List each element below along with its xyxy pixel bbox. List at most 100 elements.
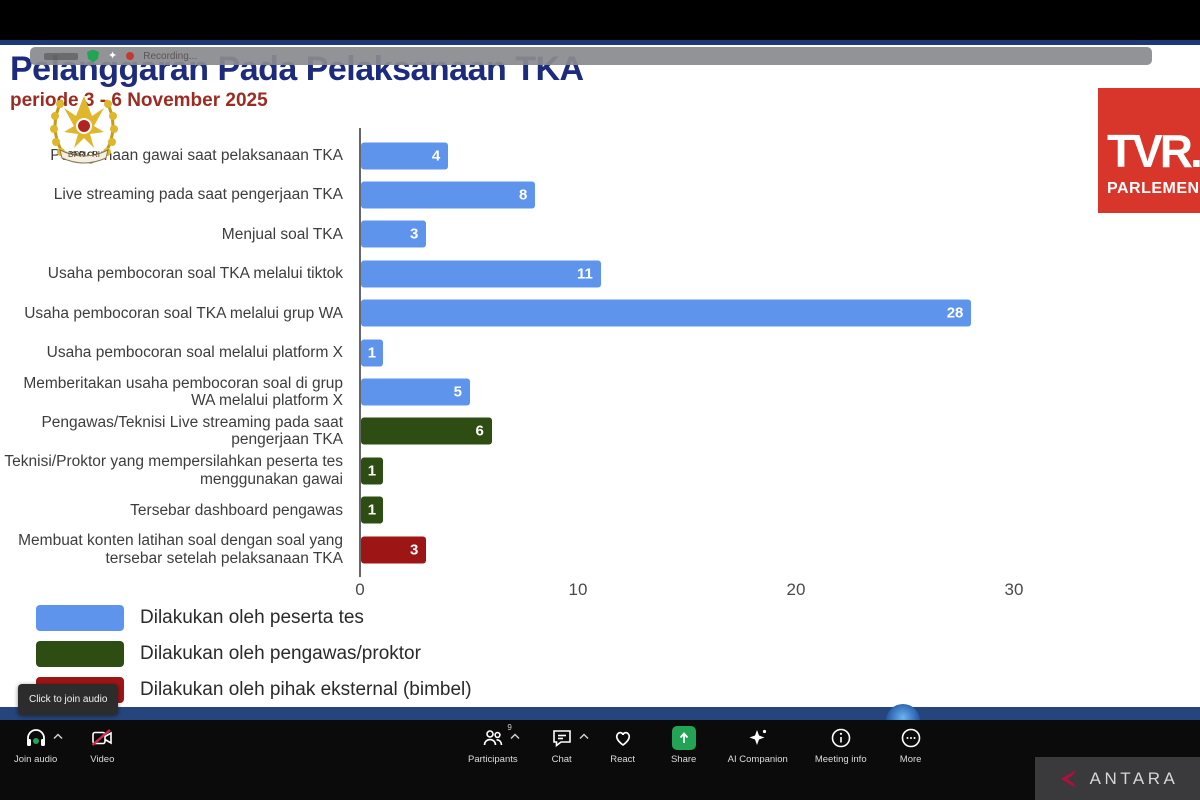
legend-item: Dilakukan oleh pengawas/proktor (36, 641, 472, 667)
participants-label: Participants (468, 754, 518, 765)
bar-area: 1 (352, 333, 1120, 372)
meeting-info-button[interactable]: Meeting info (815, 726, 867, 765)
bar: 3 (361, 220, 427, 248)
share-label: Share (670, 754, 697, 765)
chart-row: Membuat konten latihan soal dengan soal … (0, 530, 1120, 569)
tvr-logo-subtext: PARLEMEN (1107, 180, 1200, 197)
bar-area: 1 (352, 491, 1120, 530)
chart-row: Pengawas/Teknisi Live streaming pada saa… (0, 412, 1120, 451)
bar: 5 (361, 378, 470, 406)
antara-watermark: ANTARA (1035, 757, 1200, 800)
chart-row: Usaha pembocoran soal TKA melalui tiktok… (0, 254, 1120, 293)
bar-chart: Penggunaan gawai saat pelaksanaan TKA 4 Li… (0, 136, 1120, 569)
join-audio-label: Join audio (14, 754, 58, 765)
ai-companion-icon (746, 726, 770, 750)
chart-row: Usaha pembocoran soal melalui platform X… (0, 333, 1120, 372)
bar: 3 (361, 536, 427, 564)
legend-label: Dilakukan oleh pihak eksternal (bimbel) (140, 679, 472, 700)
bar-area: 28 (352, 294, 1120, 333)
antara-logo-icon (1060, 769, 1076, 788)
video-button[interactable]: Video (85, 726, 119, 765)
bar-value-label: 5 (453, 383, 462, 401)
category-label: Penggunaan gawai saat pelaksanaan TKA (50, 147, 343, 165)
zoom-toolbar: Join audio Video (0, 720, 1200, 800)
bar: 6 (361, 417, 492, 445)
participants-count-badge: 9 (507, 723, 512, 732)
antara-logo-text: ANTARA (1089, 768, 1179, 788)
recording-label: Recording... (143, 50, 198, 62)
x-tick-label: 20 (786, 580, 806, 599)
bar-value-label: 3 (410, 225, 419, 243)
category-label: Menjual soal TKA (221, 225, 343, 243)
category-label: Teknisi/Proktor yang mempersilahkan pese… (4, 453, 343, 488)
bar-area: 5 (352, 372, 1120, 411)
react-button[interactable]: React (606, 726, 640, 765)
chart-row: Menjual soal TKA 3 (0, 215, 1120, 254)
chat-button[interactable]: Chat (545, 726, 589, 765)
bar: 1 (361, 496, 383, 524)
bar-area: 11 (352, 254, 1120, 293)
bar-area: 1 (352, 451, 1120, 490)
chat-icon (550, 726, 589, 750)
chart-row: Live streaming pada saat pengerjaan TKA 8 (0, 175, 1120, 214)
bar-value-label: 3 (410, 541, 419, 559)
share-button[interactable]: Share (667, 726, 701, 765)
security-shield-icon[interactable] (87, 49, 99, 63)
page-subtitle: periode 3 - 6 November 2025 (10, 90, 268, 111)
chat-caret-icon[interactable] (579, 732, 589, 743)
heart-icon (611, 726, 635, 750)
bar: 1 (361, 339, 383, 367)
ai-companion-label: AI Companion (727, 754, 788, 765)
category-label: Usaha pembocoran soal TKA melalui grup W… (24, 304, 343, 322)
x-tick-label: 30 (1004, 580, 1024, 599)
share-screen-icon (671, 726, 696, 750)
more-button[interactable]: More (894, 726, 928, 765)
slide-top-border (0, 40, 1200, 45)
category-label: Usaha pembocoran soal TKA melalui tiktok (47, 265, 343, 283)
legend-label: Dilakukan oleh peserta tes (140, 607, 364, 628)
more-label: More (899, 754, 922, 765)
legend-swatch (36, 605, 124, 631)
join-audio-button[interactable]: Join audio (14, 726, 63, 765)
ai-companion-button[interactable]: AI Companion (728, 726, 788, 765)
category-label: Pengawas/Teknisi Live streaming pada saa… (41, 414, 343, 449)
info-icon (829, 726, 853, 750)
dpr-ri-logo: DPR - RI (40, 86, 128, 174)
toolbar-center-group: 9 Participants Chat (468, 723, 928, 765)
meeting-info-label: Meeting info (814, 754, 867, 765)
x-axis-ticks: 0 10 20 30 (0, 580, 1200, 602)
bar-area: 8 (352, 175, 1120, 214)
category-label: Memberitakan usaha pembocoran soal di gr… (23, 374, 343, 410)
category-label: Usaha pembocoran soal melalui platform X (46, 343, 343, 361)
participants-caret-icon[interactable] (510, 732, 520, 743)
x-tick-label: 0 (355, 580, 365, 599)
bar-value-label: 28 (946, 304, 964, 322)
meeting-control-bar[interactable]: ✦ Recording... (30, 47, 1152, 65)
more-icon (899, 726, 923, 750)
category-label: Membuat konten latihan soal dengan soal … (18, 532, 343, 567)
chart-axis-line (359, 128, 361, 577)
video-label: Video (90, 754, 115, 765)
legend-label: Dilakukan oleh pengawas/proktor (140, 643, 421, 664)
participants-button[interactable]: 9 Participants (468, 723, 520, 765)
shared-slide (0, 45, 1200, 707)
tvr-parlemen-logo: TVR. PARLEMEN (1098, 88, 1200, 213)
join-audio-tooltip: Click to join audio (18, 684, 119, 715)
tvr-logo-text: TVR. (1107, 125, 1200, 177)
category-label: Tersebar dashboard pengawas (130, 501, 343, 519)
bar: 11 (361, 260, 601, 288)
ai-sparkle-icon[interactable]: ✦ (108, 49, 118, 62)
bar-area: 4 (352, 136, 1120, 175)
join-audio-caret-icon[interactable] (53, 732, 63, 743)
chart-row: Usaha pembocoran soal TKA melalui grup W… (0, 294, 1120, 333)
chart-row: Memberitakan usaha pembocoran soal di gr… (0, 372, 1120, 411)
bar-value-label: 4 (431, 147, 441, 165)
x-tick-label: 10 (568, 580, 588, 599)
bar: 28 (361, 299, 972, 327)
chart-row: Teknisi/Proktor yang mempersilahkan pese… (0, 451, 1120, 490)
recording-dot-icon (126, 52, 135, 60)
chart-row: Penggunaan gawai saat pelaksanaan TKA 4 (0, 136, 1120, 175)
bar: 1 (361, 457, 383, 485)
participants-icon: 9 (481, 723, 520, 750)
